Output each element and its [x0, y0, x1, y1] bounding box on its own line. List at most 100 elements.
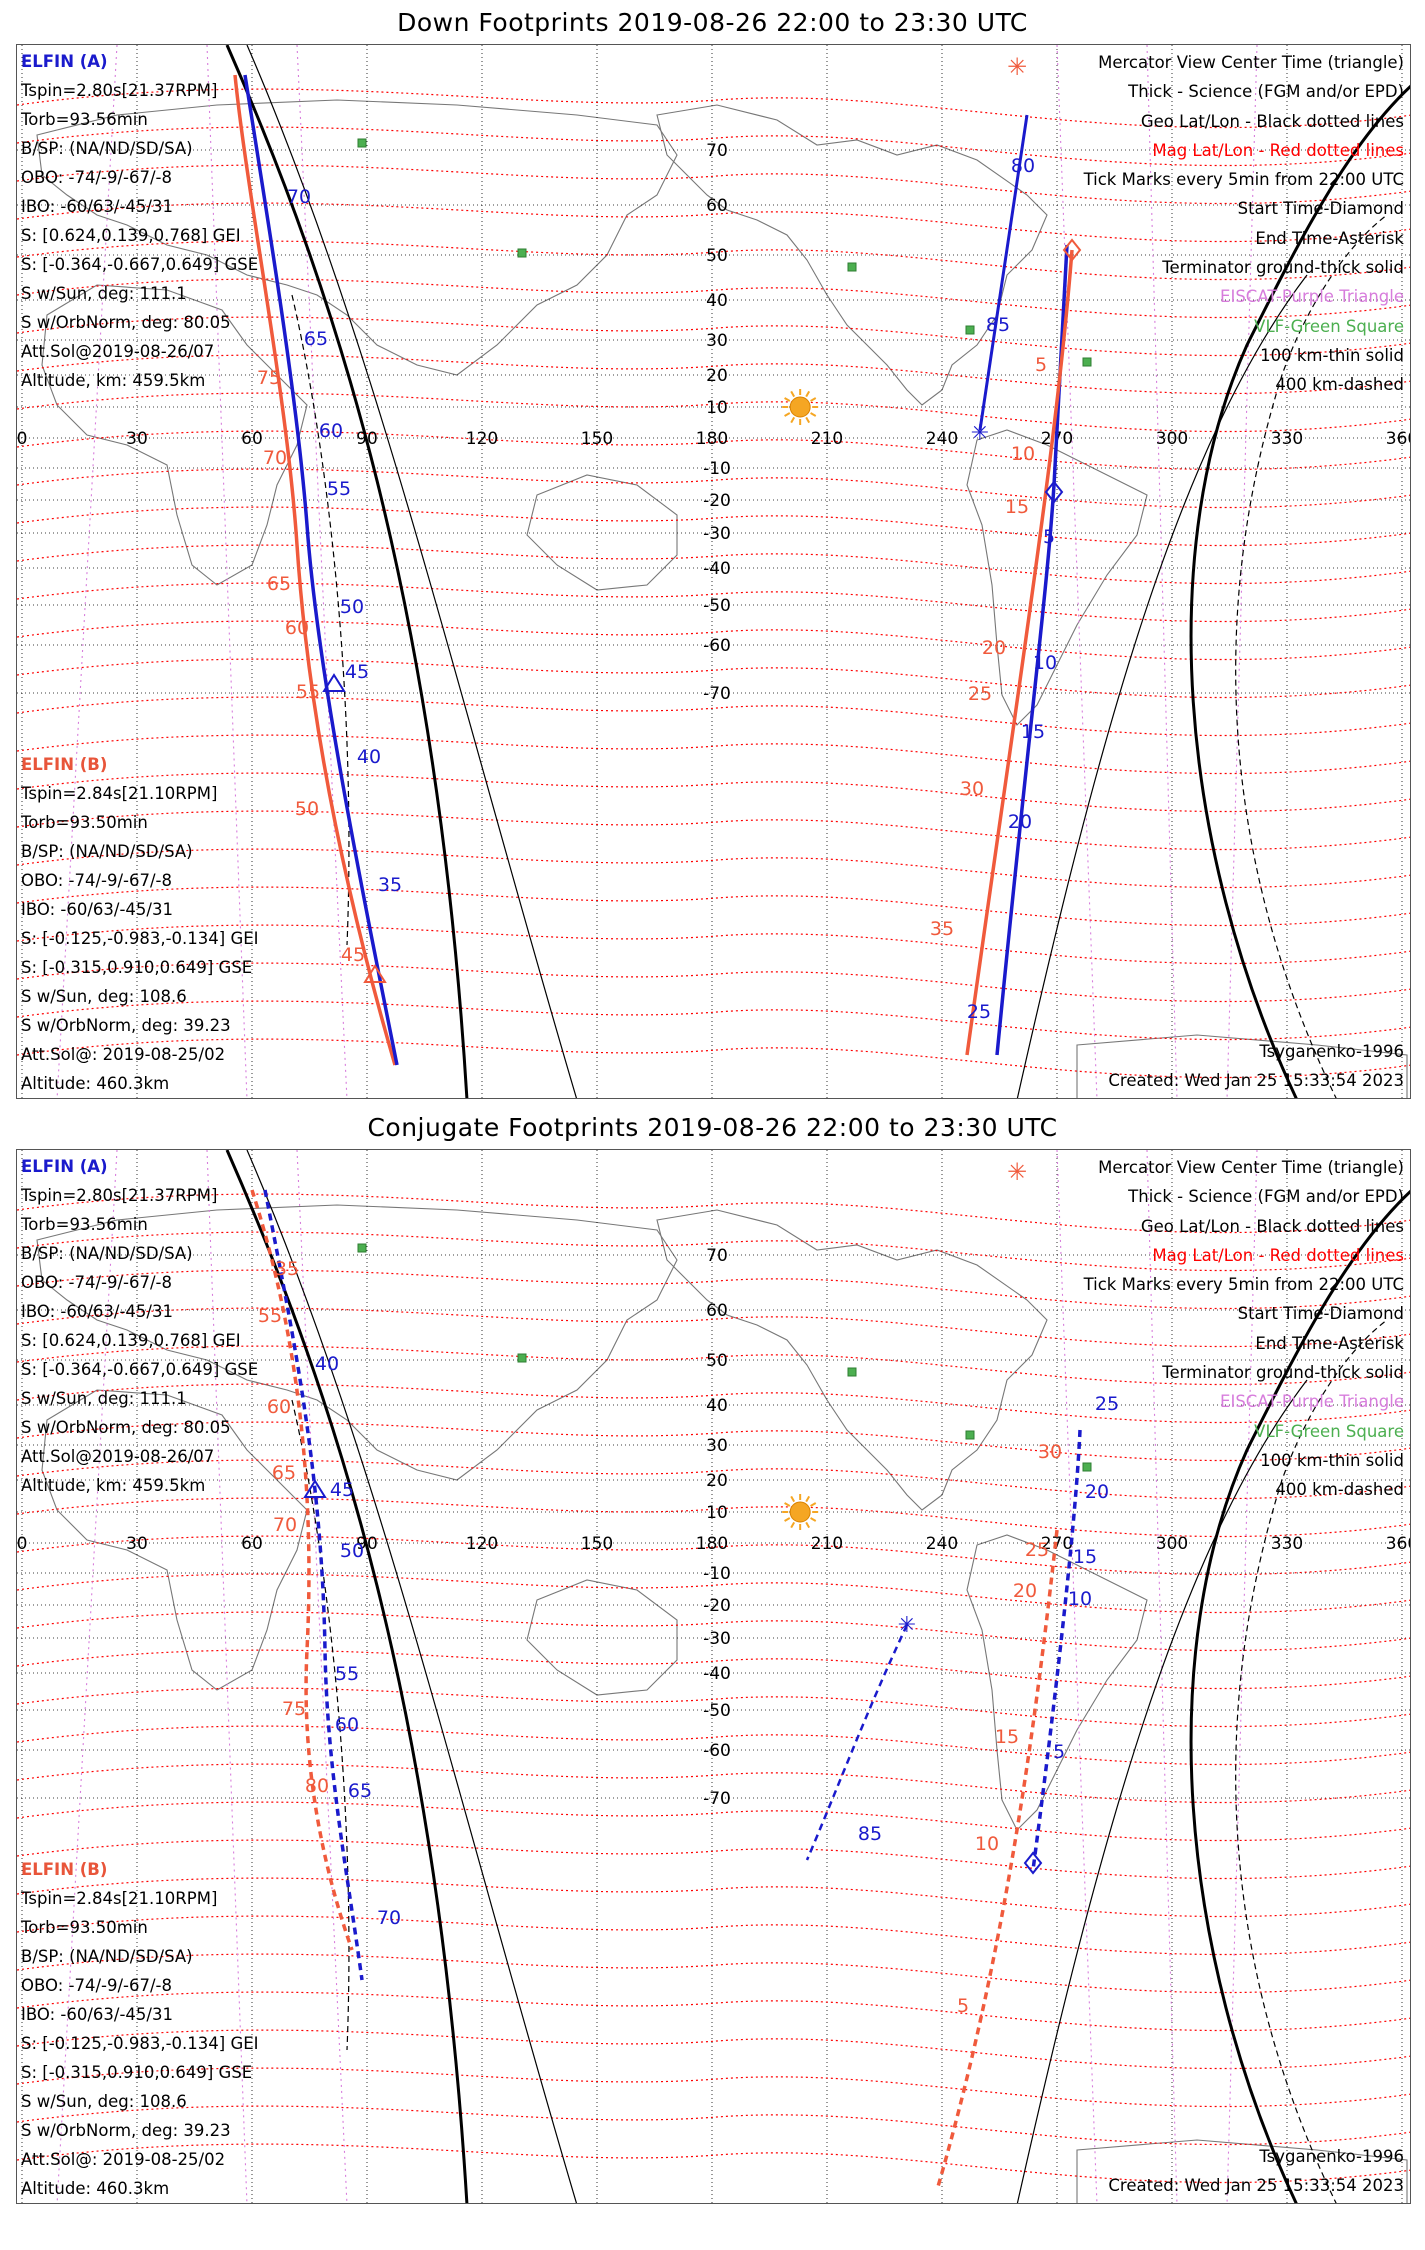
- track-tick-label: 80: [305, 1775, 329, 1797]
- mag-latitude-curve: [17, 658, 1410, 699]
- world-map-svg: 0306090120150180210240270300330360706050…: [17, 45, 1410, 1098]
- legend-item: Terminator ground-thick solid: [1162, 1363, 1404, 1383]
- continent-outline: [41, 1389, 308, 1691]
- legend-item: 100 km-thin solid: [1260, 345, 1404, 365]
- elfin-b-line: S: [-0.315,0.910,0.649] GSE: [21, 958, 253, 977]
- mag-latitude-curve: [17, 886, 1410, 927]
- lon-label: 300: [1156, 429, 1188, 449]
- track-tick-label: 10: [1011, 443, 1035, 465]
- legend-item: Tick Marks every 5min from 22:00 UTC: [1083, 170, 1404, 190]
- sun-ray: [810, 1517, 817, 1522]
- elfin-b-track-left: [233, 74, 397, 1066]
- track-tick-label: 20: [1085, 1481, 1109, 1503]
- lon-label: 180: [696, 429, 728, 449]
- mag-latitude-curve: [17, 468, 1410, 509]
- elfin-b-line: S: [-0.315,0.910,0.649] GSE: [21, 2063, 253, 2082]
- elfin-b-line: S: [-0.125,-0.983,-0.134] GEI: [21, 929, 259, 948]
- created-label: Created: Wed Jan 25 15:33:54 2023: [1108, 1071, 1404, 1090]
- elfin-a-info: ELFIN (A) Tspin=2.80s[21.37RPM] Torb=93.5…: [21, 1152, 258, 1500]
- legend-item: Mercator View Center Time (triangle): [1098, 53, 1404, 72]
- track-tick-label: 25: [967, 1001, 991, 1023]
- sun-ray: [805, 1495, 811, 1503]
- vlf-stations: [357, 138, 1092, 367]
- lat-label: -10: [703, 1564, 731, 1584]
- elfin-b-line: B/SP: (NA/ND/SD/SA): [21, 1947, 193, 1966]
- elfin-b-line: Altitude: 460.3km: [21, 1074, 170, 1093]
- start-diamond-b: [1062, 238, 1082, 262]
- mag-latitude-curve: [17, 620, 1410, 661]
- track-tick-label: 65: [304, 328, 328, 350]
- elfin-a-line: Altitude, km: 459.5km: [21, 1476, 206, 1495]
- mag-latitude-curve: [17, 962, 1410, 1003]
- mag-latitude-curve: [17, 1953, 1410, 1994]
- terminator-400km: [1235, 214, 1388, 1098]
- lon-label: 60: [241, 429, 263, 449]
- elfin-b-line: IBO: -60/63/-45/31: [21, 900, 173, 919]
- track-tick-label: 55: [327, 478, 351, 500]
- terminator-thick-right: [1189, 84, 1410, 1098]
- lon-label: 0: [17, 1534, 27, 1554]
- vlf-square: [1082, 357, 1092, 367]
- mag-latitude-curve: [17, 924, 1410, 965]
- lon-label: 0: [17, 429, 27, 449]
- mag-latitude-curve: [17, 1345, 1410, 1386]
- created-label: Created: Wed Jan 25 15:33:54 2023: [1108, 2176, 1404, 2195]
- legend-item: Start Time-Diamond: [1237, 1304, 1404, 1324]
- track-tick-label: 55: [258, 1305, 282, 1327]
- lat-label: 30: [706, 331, 728, 351]
- mag-longitude-line: [1226, 45, 1258, 1098]
- terminator-100km: [246, 45, 578, 1098]
- lon-label: 210: [811, 429, 843, 449]
- track-tick-label: 65: [348, 1780, 372, 1802]
- geo-grid: [17, 45, 1410, 1098]
- mag-latitude-curve: [17, 240, 1410, 281]
- track-tick-label: 20: [1008, 811, 1032, 833]
- vlf-square: [965, 1430, 975, 1440]
- track-tick-label: 50: [340, 596, 364, 618]
- sun-ray: [810, 1502, 817, 1507]
- track-tick-label: 10: [975, 1833, 999, 1855]
- mag-latitude-curve: [17, 506, 1410, 547]
- lat-label: -50: [703, 1701, 731, 1721]
- mag-latitude-curve: [17, 1763, 1410, 1804]
- elfin-a-line: B/SP: (NA/ND/SD/SA): [21, 1244, 193, 1263]
- terminator-thick: [225, 45, 469, 1098]
- elfin-b-line: S w/OrbNorm, deg: 39.23: [21, 2121, 231, 2140]
- elfin-b-line: Att.Sol@: 2019-08-25/02: [21, 1045, 226, 1064]
- sun-ray: [810, 412, 817, 417]
- track-tick-label: 10: [1068, 1588, 1092, 1610]
- legend-item: Mag Lat/Lon - Red dotted lines: [1152, 140, 1404, 160]
- track-tick-label: 85: [986, 314, 1010, 336]
- sun-ray: [805, 390, 811, 398]
- lon-label: 150: [581, 429, 613, 449]
- continent-outline: [1076, 1034, 1408, 1098]
- continent-outline: [526, 474, 678, 591]
- track-tick-label: 70: [273, 1514, 297, 1536]
- elfin-a-track-right: [995, 484, 1056, 1056]
- legend-item: Mag Lat/Lon - Red dotted lines: [1152, 1245, 1404, 1265]
- elfin-b-track-right: [965, 249, 1074, 1056]
- mag-latitude-curve: [17, 544, 1410, 585]
- track-tick-label: 45: [330, 1479, 354, 1501]
- mag-latitude-curve: [17, 1801, 1410, 1842]
- lon-label: 330: [1271, 1534, 1303, 1554]
- lat-label: 10: [706, 1503, 728, 1523]
- legend-item: Start Time-Diamond: [1237, 199, 1404, 219]
- end-asterisk-a: ✳: [971, 421, 989, 446]
- start-diamond-a: [1023, 1851, 1043, 1875]
- mag-latitude-curve: [17, 1000, 1410, 1041]
- lat-label: 70: [706, 1246, 728, 1266]
- lat-label: -70: [703, 684, 731, 704]
- end-asterisk-a: ✳: [898, 1613, 916, 1638]
- legend-item: 100 km-thin solid: [1260, 1450, 1404, 1470]
- elfin-a-line: Torb=93.56min: [21, 110, 148, 129]
- continent-outline: [656, 1209, 1048, 1511]
- lat-label: -50: [703, 596, 731, 616]
- mag-latitude-curve: [17, 354, 1410, 395]
- elfin-b-lines: Tspin=2.84s[21.10RPM] Torb=93.50min B/SP: …: [21, 1884, 259, 2203]
- mag-latitude-curve: [17, 734, 1410, 775]
- vlf-stations: [357, 1243, 1092, 1472]
- track-tick-label: 60: [319, 420, 343, 442]
- mag-latitude-curve: [17, 582, 1410, 623]
- lat-label: -70: [703, 1789, 731, 1809]
